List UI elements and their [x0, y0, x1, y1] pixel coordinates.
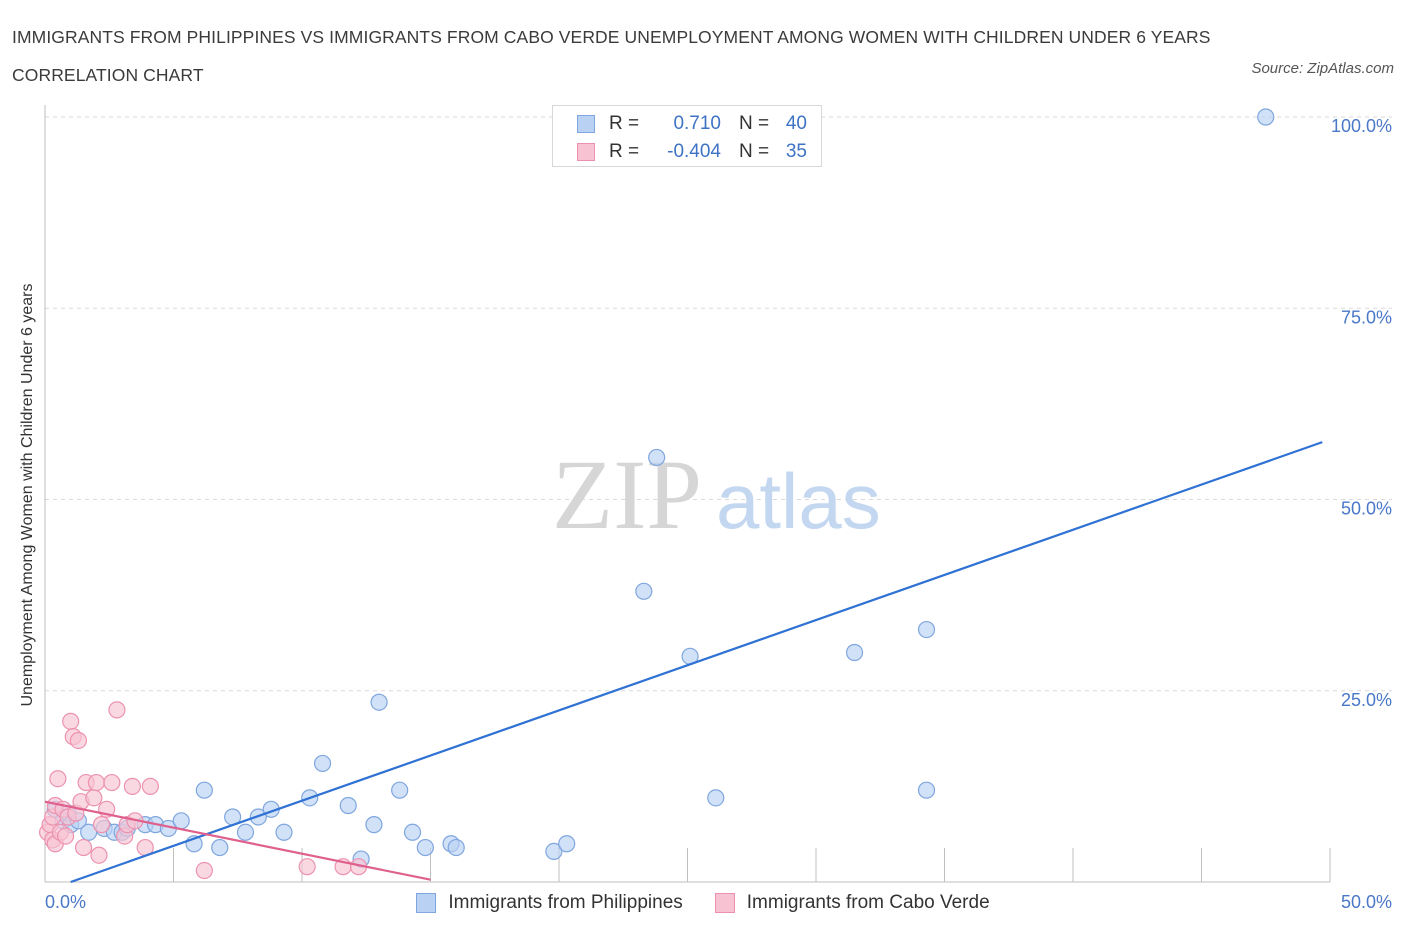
point-philippines — [635, 582, 653, 600]
point-philippines — [391, 781, 409, 799]
point-caboverde — [85, 789, 103, 807]
point-philippines — [1257, 108, 1275, 126]
point-philippines — [370, 693, 388, 711]
point-caboverde — [123, 777, 141, 795]
point-philippines — [172, 812, 190, 830]
point-philippines — [236, 823, 255, 841]
legend-r-label: R = — [609, 113, 640, 134]
point-philippines — [365, 816, 383, 834]
point-philippines — [917, 620, 936, 639]
point-caboverde — [195, 861, 213, 880]
legend-r-label: R = — [609, 141, 640, 162]
point-caboverde — [108, 701, 126, 719]
point-philippines — [545, 842, 563, 861]
point-philippines — [211, 838, 229, 857]
point-caboverde — [69, 731, 88, 750]
point-philippines — [339, 796, 357, 815]
point-caboverde — [298, 858, 316, 876]
watermark-atlas: atlas — [716, 457, 881, 545]
watermark: ZIP atlas — [552, 439, 881, 550]
point-caboverde — [74, 838, 93, 857]
trendline-caboverde — [44, 800, 431, 881]
legend-swatch-blue — [577, 115, 595, 133]
point-philippines — [195, 781, 213, 799]
legend-row-philippines: R = 0.710 N = 40 — [577, 111, 807, 137]
point-caboverde — [62, 712, 80, 730]
trendlines — [44, 441, 1323, 884]
legend-r-value: -0.404 — [667, 141, 721, 162]
legend-n-label: N = — [739, 113, 770, 134]
chart-title: IMMIGRANTS FROM PHILIPPINES VS IMMIGRANT… — [12, 27, 1211, 85]
y-tick-label: 100.0% — [1331, 116, 1392, 136]
point-caboverde — [141, 777, 159, 795]
legend-n-value: 40 — [785, 113, 807, 134]
legend-label-philippines: Immigrants from Philippines — [448, 892, 683, 913]
point-philippines — [447, 838, 465, 857]
point-philippines — [558, 835, 576, 853]
legend-n-value: 35 — [785, 141, 807, 162]
point-philippines — [917, 781, 936, 799]
legend-r-value: 0.710 — [673, 113, 721, 134]
y-tick-label: 25.0% — [1341, 690, 1392, 710]
legend-swatch-blue — [416, 893, 437, 913]
point-caboverde — [87, 773, 106, 792]
gridlines — [45, 116, 1392, 692]
point-philippines — [845, 643, 864, 662]
point-caboverde — [49, 770, 67, 788]
axes — [44, 105, 1331, 883]
point-caboverde — [56, 827, 75, 845]
point-philippines — [275, 823, 293, 841]
legend-n-label: N = — [739, 141, 770, 162]
point-caboverde — [92, 816, 111, 834]
x-tick-label: 50.0% — [1341, 892, 1392, 912]
source-credit: Source: ZipAtlas.com — [1251, 60, 1394, 77]
point-caboverde — [103, 773, 121, 792]
y-tick-label: 75.0% — [1341, 307, 1392, 327]
point-philippines — [416, 838, 434, 857]
legend-item-caboverde: Immigrants from Cabo Verde — [714, 892, 990, 914]
tick-labels: 25.0% 50.0% 75.0% 100.0% 0.0% 50.0% — [45, 116, 1392, 912]
point-philippines — [403, 823, 422, 841]
legend-item-philippines: Immigrants from Philippines — [416, 892, 683, 914]
watermark-zip: ZIP — [552, 439, 702, 550]
point-philippines — [313, 754, 332, 773]
y-tick-label: 50.0% — [1341, 499, 1392, 519]
trendline-philippines — [70, 441, 1323, 884]
point-philippines — [648, 448, 666, 467]
point-caboverde — [90, 846, 108, 864]
point-philippines — [707, 789, 725, 807]
legend-label-caboverde: Immigrants from Cabo Verde — [746, 892, 990, 913]
series-legend: Immigrants from Philippines Immigrants f… — [0, 889, 1406, 917]
data-points — [38, 108, 1275, 880]
legend-swatch-pink — [577, 143, 595, 161]
x-tick-label: 0.0% — [45, 892, 86, 912]
stats-legend: R = 0.710 N = 40 R = -0.404 N = 35 — [552, 105, 822, 167]
legend-row-caboverde: R = -0.404 N = 35 — [577, 139, 807, 165]
legend-swatch-pink — [714, 893, 735, 913]
